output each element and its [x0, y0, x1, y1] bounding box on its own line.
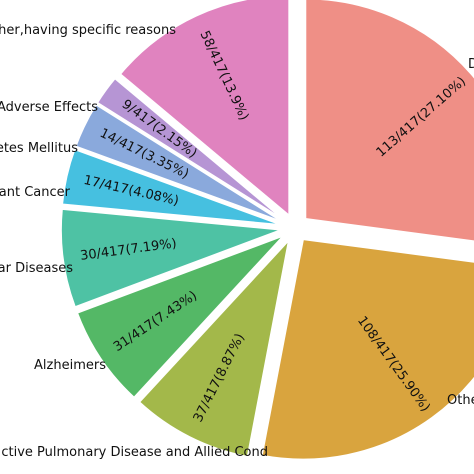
slice-name-label-2: Othe — [447, 393, 474, 408]
slice-name-label-6: ant Cancer — [0, 185, 71, 200]
pie-slice-1 — [304, 0, 474, 242]
pie-slice-9 — [119, 0, 290, 217]
slice-name-label-8: Adverse Effects — [0, 100, 98, 115]
pie-slice-7 — [74, 103, 283, 223]
slice-name-label-9: her,having specific reasons — [0, 23, 176, 38]
pie-slice-6 — [61, 148, 282, 226]
slice-name-labels: D Othe ctive Pulmonary Disease and Allied … — [0, 23, 474, 460]
slice-name-label-4: Alzheimers — [34, 358, 106, 373]
slice-name-label-5: ar Diseases — [0, 261, 73, 276]
pie-slice-4 — [76, 235, 284, 399]
pie-slice-3 — [138, 238, 290, 458]
slice-name-label-1: D — [468, 57, 474, 72]
pie-slice-2 — [261, 238, 474, 461]
pie-slice-8 — [96, 77, 285, 221]
pie-slices — [60, 0, 474, 461]
pie-slice-5 — [60, 208, 282, 308]
slice-name-label-3: ctive Pulmonary Disease and Allied Cond — [1, 445, 268, 460]
slice-name-label-7: etes Mellitus — [0, 141, 78, 156]
